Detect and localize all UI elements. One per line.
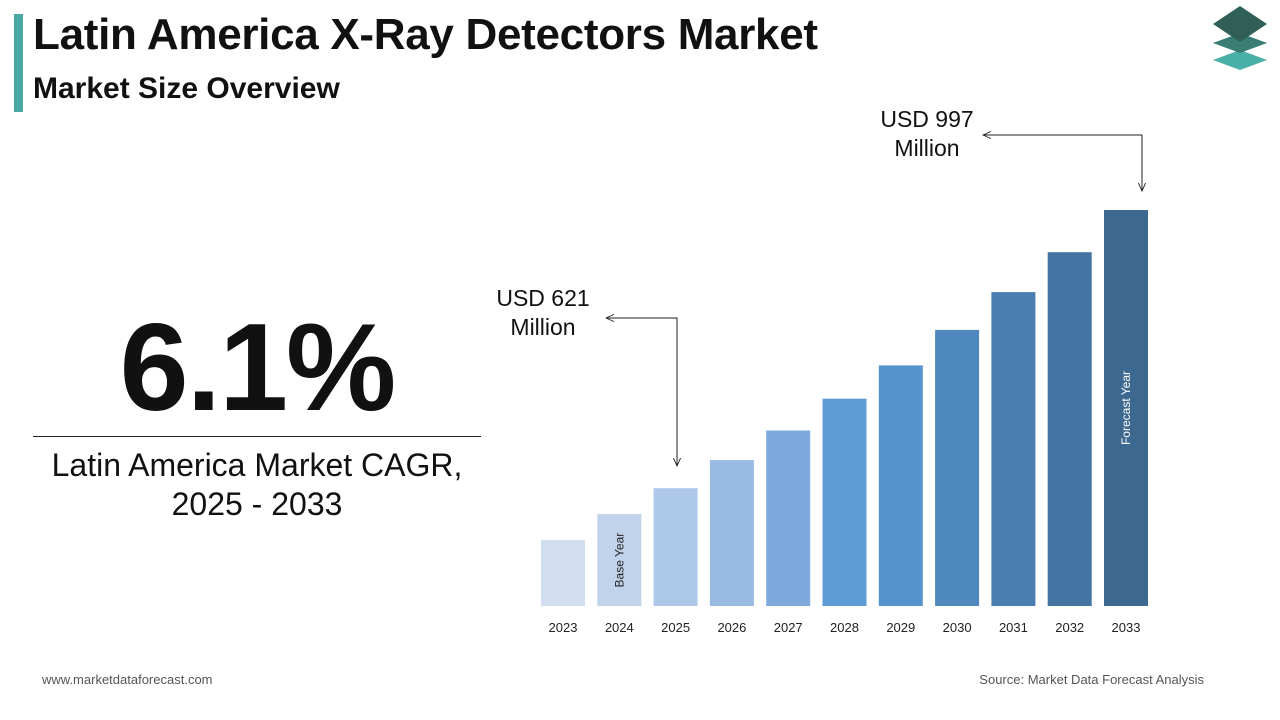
cagr-divider	[33, 436, 481, 437]
cagr-value: 6.1%	[119, 299, 397, 437]
x-tick-label-2024: 2024	[605, 620, 634, 635]
x-tick-label-2026: 2026	[717, 620, 746, 635]
cagr-label-line2: 2025 - 2033	[171, 486, 343, 522]
cagr-label: Latin America Market CAGR, 2025 - 2033	[33, 446, 481, 524]
callout-2033-arrow	[983, 135, 1142, 191]
bar-annotation-2033: Forecast Year	[1119, 371, 1133, 445]
x-tick-label-2029: 2029	[886, 620, 915, 635]
bar-2031	[991, 292, 1036, 606]
cagr-label-line1: Latin America Market CAGR,	[51, 447, 463, 483]
bar-2027	[766, 430, 811, 606]
x-tick-label-2023: 2023	[549, 620, 578, 635]
title-accent-bar	[14, 14, 23, 112]
bar-2024	[597, 514, 642, 606]
x-tick-label-2028: 2028	[830, 620, 859, 635]
callout-forecast-line2: Million	[894, 135, 960, 161]
page-subtitle: Market Size Overview	[33, 72, 340, 105]
x-tick-label-2030: 2030	[943, 620, 972, 635]
callout-base-line2: Million	[510, 314, 576, 340]
footer-website: www.marketdataforecast.com	[42, 672, 213, 687]
x-tick-label-2031: 2031	[999, 620, 1028, 635]
bar-annotation-2024: Base Year	[612, 533, 626, 588]
x-tick-label-2027: 2027	[774, 620, 803, 635]
footer-source: Source: Market Data Forecast Analysis	[979, 672, 1204, 687]
bar-2023	[541, 540, 585, 606]
callout-forecast-value: USD 997 Million	[866, 105, 988, 163]
bar-2033	[1104, 210, 1148, 606]
callout-base-line1: USD 621	[496, 285, 590, 311]
x-tick-label-2025: 2025	[661, 620, 690, 635]
callout-forecast-line1: USD 997	[880, 106, 974, 132]
callout-base-year-value: USD 621 Million	[488, 284, 598, 342]
stacked-layers-logo-icon	[1213, 6, 1267, 70]
bar-2030	[935, 329, 980, 606]
x-tick-label-2032: 2032	[1055, 620, 1084, 635]
bar-2026	[709, 460, 754, 606]
x-tick-label-2033: 2033	[1112, 620, 1141, 635]
bar-2029	[878, 365, 923, 606]
bar-2032	[1047, 252, 1092, 606]
callout-2025-arrow	[606, 318, 677, 466]
bar-2028	[822, 398, 867, 606]
bar-2025	[653, 488, 698, 606]
page-title: Latin America X-Ray Detectors Market	[33, 10, 818, 59]
